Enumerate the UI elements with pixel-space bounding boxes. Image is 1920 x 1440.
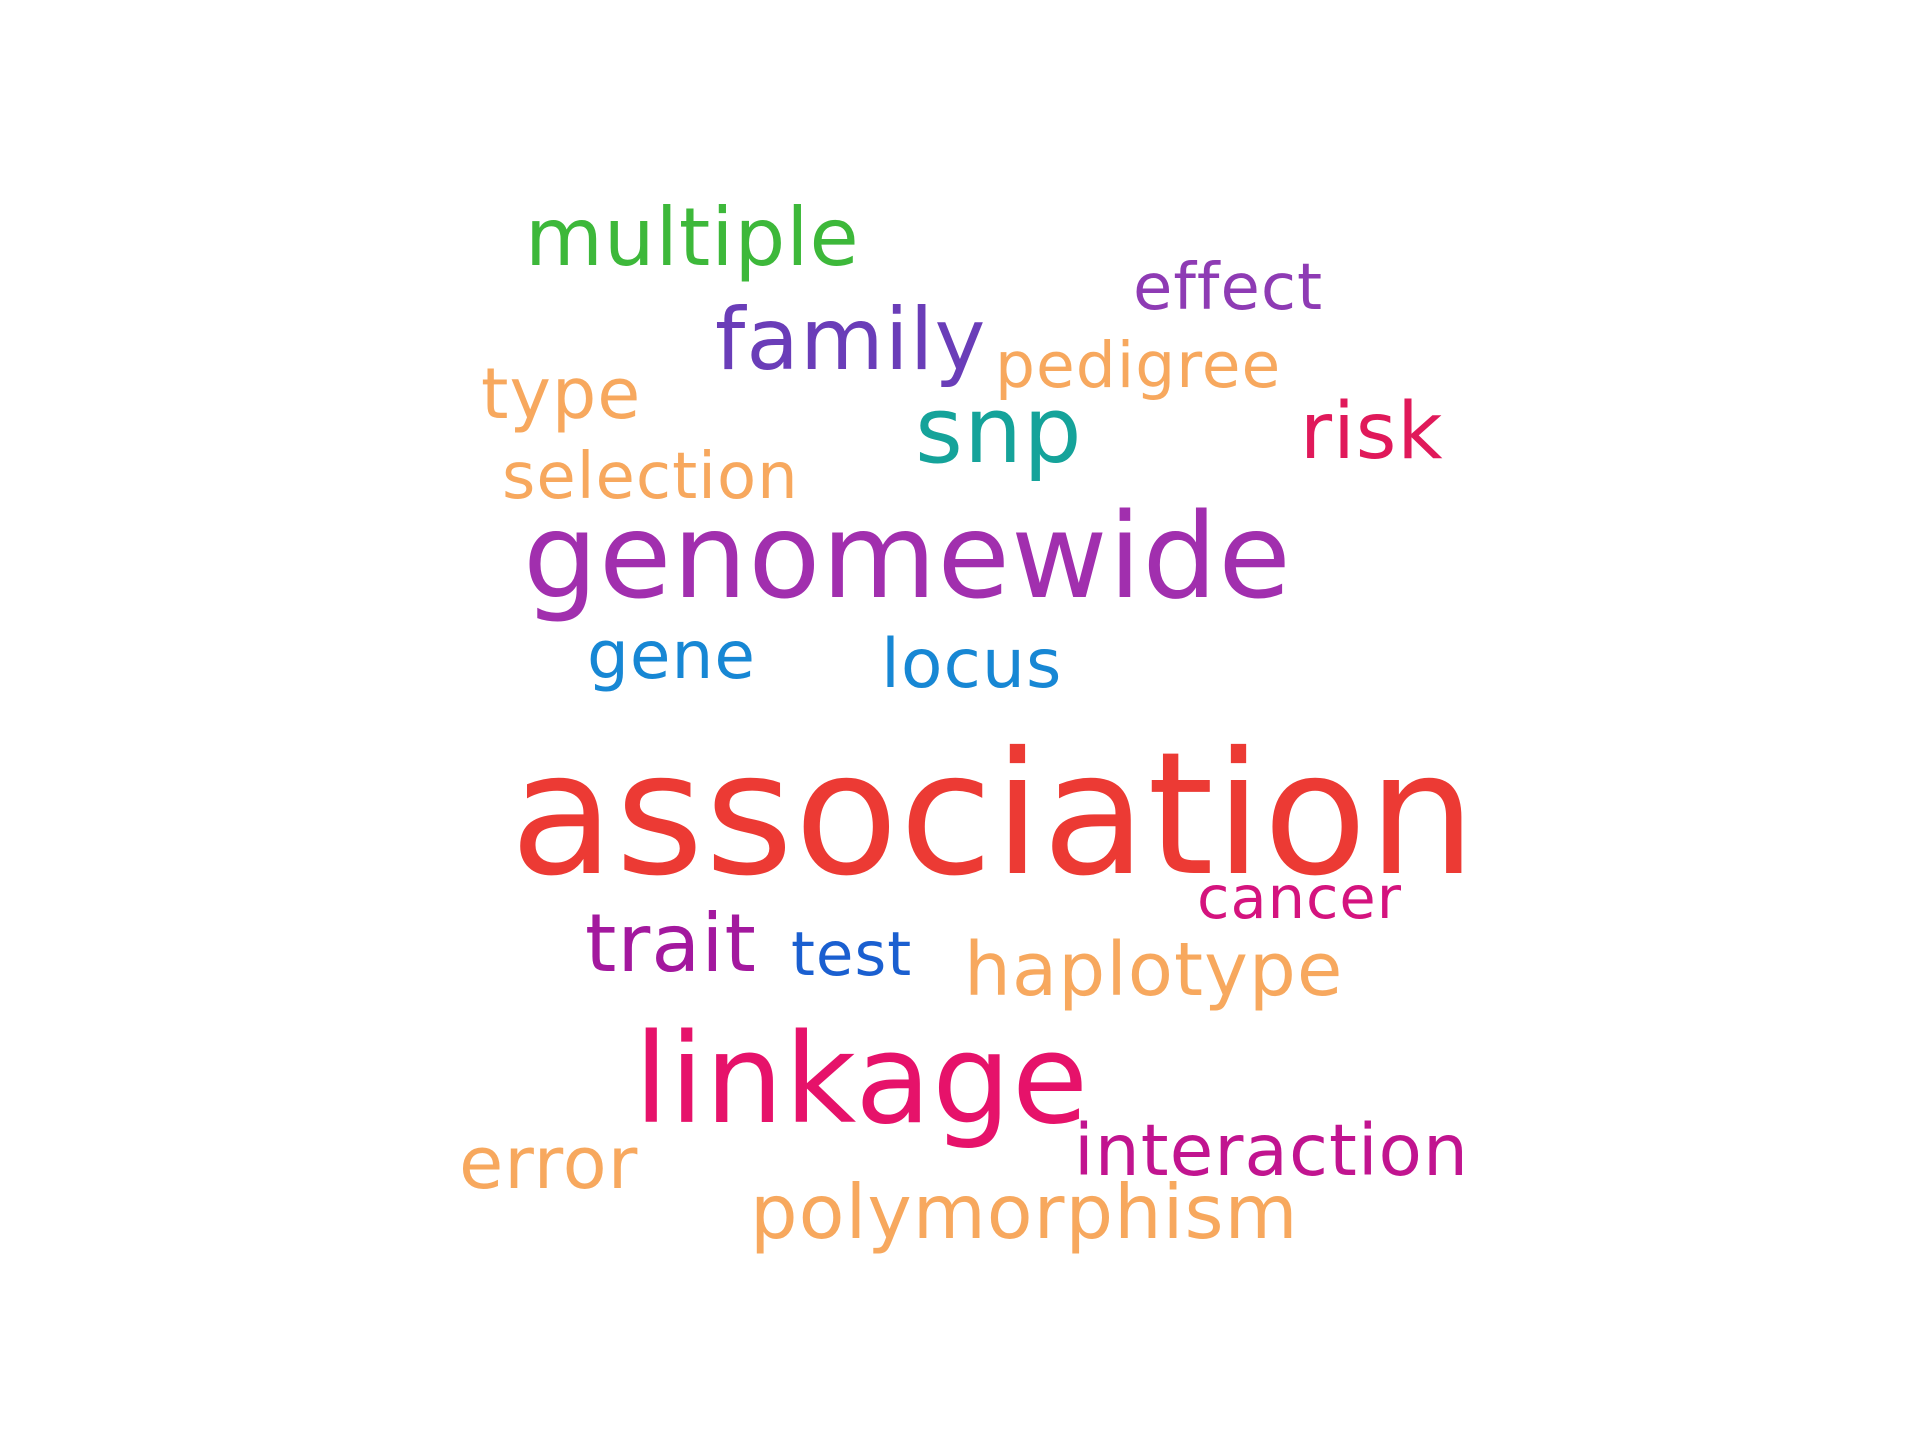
word-multiple: multiple — [525, 191, 860, 284]
word-association: association — [510, 716, 1477, 914]
word-interaction: interaction — [1074, 1109, 1469, 1192]
word-snp: snp — [915, 377, 1083, 484]
word-type: type — [481, 353, 642, 435]
word-gene: gene — [587, 617, 756, 694]
word-locus: locus — [881, 625, 1063, 704]
word-selection: selection — [502, 440, 799, 514]
word-polymorphism: polymorphism — [750, 1168, 1299, 1256]
word-linkage: linkage — [634, 1008, 1090, 1152]
word-effect: effect — [1133, 251, 1324, 325]
word-trait: trait — [585, 897, 757, 990]
word-family: family — [715, 290, 987, 390]
word-pedigree: pedigree — [995, 329, 1282, 402]
word-risk: risk — [1300, 387, 1444, 477]
word-test: test — [791, 919, 913, 990]
word-error: error — [459, 1121, 639, 1205]
word-genomewide: genomewide — [523, 487, 1292, 625]
word-cancer: cancer — [1197, 863, 1402, 932]
word-haplotype: haplotype — [964, 927, 1344, 1013]
